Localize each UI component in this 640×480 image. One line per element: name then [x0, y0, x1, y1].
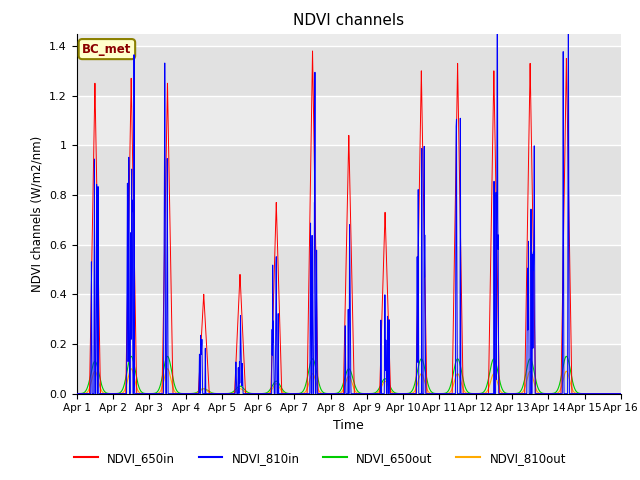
NDVI_810in — [400, 391, 408, 396]
NDVI_650in — [400, 391, 408, 396]
NDVI_810in — [73, 391, 81, 396]
Text: BC_met: BC_met — [82, 43, 132, 56]
NDVI_650out — [89, 362, 97, 368]
NDVI_810out — [89, 372, 97, 378]
Line: NDVI_810out: NDVI_810out — [77, 369, 621, 394]
NDVI_810in — [108, 391, 116, 396]
Line: NDVI_650out: NDVI_650out — [77, 356, 621, 394]
NDVI_650in — [474, 391, 481, 396]
NDVI_650in — [108, 391, 116, 396]
Line: NDVI_810in: NDVI_810in — [77, 0, 621, 394]
NDVI_810out — [400, 391, 408, 396]
NDVI_810out — [617, 391, 625, 396]
NDVI_650in — [617, 391, 625, 396]
NDVI_810out — [303, 387, 310, 393]
NDVI_810out — [127, 366, 135, 372]
NDVI_810out — [73, 391, 81, 396]
NDVI_810out — [108, 391, 116, 396]
NDVI_650out — [617, 391, 625, 396]
NDVI_650out — [474, 391, 481, 396]
Bar — [77, 46, 621, 96]
NDVI_650out — [127, 353, 135, 359]
Legend: NDVI_650in, NDVI_810in, NDVI_650out, NDVI_810out: NDVI_650in, NDVI_810in, NDVI_650out, NDV… — [69, 447, 571, 469]
NDVI_810out — [358, 391, 366, 396]
NDVI_650in — [358, 391, 366, 396]
Y-axis label: NDVI channels (W/m2/nm): NDVI channels (W/m2/nm) — [31, 135, 44, 292]
Title: NDVI channels: NDVI channels — [293, 13, 404, 28]
NDVI_650out — [400, 391, 408, 396]
NDVI_650in — [89, 199, 97, 204]
NDVI_650out — [108, 391, 116, 396]
Line: NDVI_650in: NDVI_650in — [77, 51, 621, 394]
NDVI_810in — [89, 391, 97, 396]
NDVI_810out — [474, 391, 481, 396]
NDVI_650out — [303, 378, 310, 384]
X-axis label: Time: Time — [333, 419, 364, 432]
Bar — [77, 344, 621, 394]
NDVI_810in — [617, 391, 625, 396]
NDVI_650out — [358, 391, 366, 396]
NDVI_650in — [308, 48, 316, 54]
NDVI_650out — [73, 391, 81, 396]
NDVI_650in — [303, 391, 310, 396]
NDVI_810in — [303, 391, 310, 396]
NDVI_810in — [474, 391, 481, 396]
Bar — [77, 245, 621, 294]
NDVI_810in — [358, 391, 366, 396]
NDVI_650in — [73, 391, 81, 396]
Bar — [77, 145, 621, 195]
